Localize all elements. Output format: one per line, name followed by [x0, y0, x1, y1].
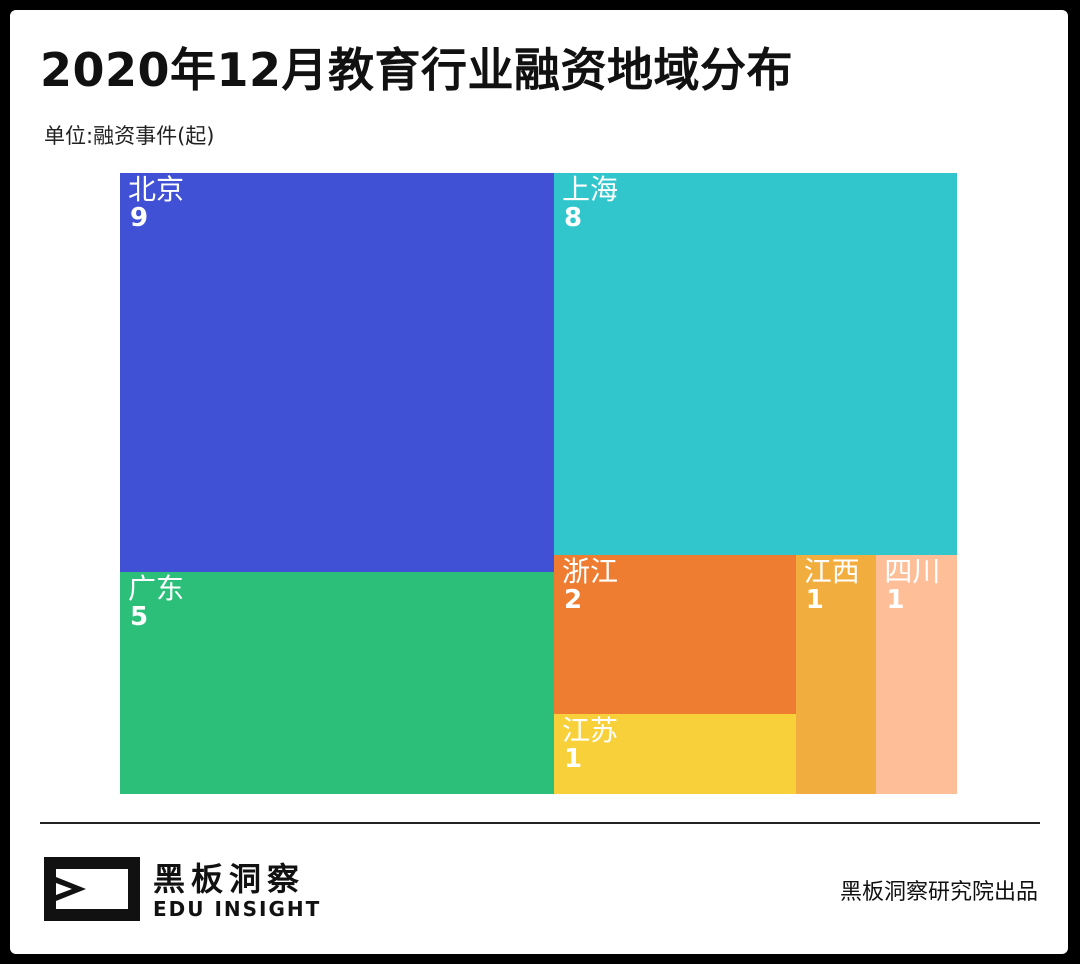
- tile-label: 江西: [803, 555, 860, 589]
- tile-value: 9: [130, 203, 149, 233]
- tile-value: 1: [564, 744, 583, 775]
- treemap-tile: 广东 5: [120, 572, 554, 794]
- tile-value: 8: [564, 203, 583, 233]
- treemap-tile: 北京 9: [120, 173, 554, 573]
- unit-label: 单位:融资事件(起): [44, 124, 215, 148]
- tile-value: 1: [886, 585, 905, 616]
- treemap: 北京 9 上海 8 广东 5 浙江 2 江苏 1 江西 1 四川 1: [120, 173, 957, 794]
- footer-divider: [40, 822, 1040, 824]
- tile-label: 浙江: [562, 555, 619, 589]
- tile-value: 5: [130, 602, 149, 633]
- tile-value: 2: [564, 585, 583, 616]
- chart-title: 2020年12月教育行业融资地域分布: [40, 43, 794, 97]
- treemap-tile: 四川 1: [876, 555, 957, 794]
- edu-insight-logo-icon: [44, 857, 140, 921]
- brand-name-en: EDU INSIGHT: [153, 897, 322, 921]
- tile-label: 北京: [128, 173, 185, 206]
- treemap-tile: 上海 8: [554, 173, 957, 556]
- treemap-tile: 江西 1: [795, 555, 877, 794]
- tile-label: 江苏: [562, 714, 619, 748]
- brand-name-cn: 黑板洞察: [153, 860, 306, 898]
- treemap-tile: 江苏 1: [554, 714, 796, 794]
- tile-value: 1: [805, 585, 824, 616]
- tile-label: 四川: [884, 555, 941, 589]
- tile-label: 广东: [128, 572, 185, 606]
- treemap-tile: 浙江 2: [554, 555, 796, 715]
- tile-label: 上海: [562, 173, 619, 206]
- credit-text: 黑板洞察研究院出品: [839, 880, 1038, 905]
